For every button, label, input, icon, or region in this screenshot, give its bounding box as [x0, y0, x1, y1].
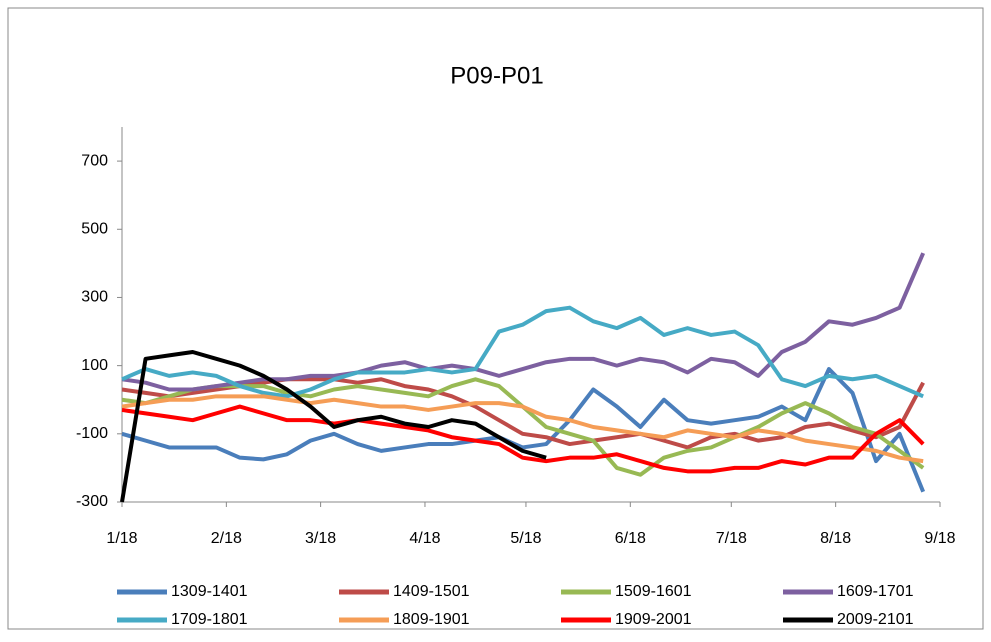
- legend-label: 1709-1801: [171, 611, 248, 628]
- series-line: [121, 305, 924, 399]
- x-tick-label: 8/18: [820, 530, 851, 547]
- y-tick-label: 300: [81, 289, 108, 306]
- series-line: [121, 404, 925, 474]
- chart-title: P09-P01: [450, 62, 543, 89]
- legend-label: 1509-1601: [615, 583, 692, 600]
- y-tick-label: -100: [76, 425, 108, 442]
- legend-label: 1609-1701: [837, 583, 914, 600]
- y-tick-label: -300: [76, 493, 108, 510]
- legend-label: 1309-1401: [171, 583, 248, 600]
- series-line: [121, 252, 926, 392]
- x-tick-label: 9/18: [924, 530, 955, 547]
- x-tick-label: 3/18: [305, 530, 336, 547]
- x-tick-label: 6/18: [615, 530, 646, 547]
- legend-label: 2009-2101: [837, 611, 914, 628]
- legend-label: 1809-1901: [393, 611, 470, 628]
- x-tick-label: 2/18: [211, 530, 242, 547]
- y-tick-label: 500: [81, 220, 108, 237]
- x-tick-label: 1/18: [106, 530, 137, 547]
- series-line: [121, 394, 924, 464]
- y-tick-label: 100: [81, 357, 108, 374]
- legend-label: 1909-2001: [615, 611, 692, 628]
- series-line: [120, 350, 547, 503]
- x-tick-label: 5/18: [510, 530, 541, 547]
- x-tick-label: 4/18: [409, 530, 440, 547]
- chart-border: [7, 7, 984, 630]
- x-tick-label: 7/18: [716, 530, 747, 547]
- legend-label: 1409-1501: [393, 583, 470, 600]
- y-tick-label: 700: [81, 152, 108, 169]
- series-line: [121, 377, 925, 450]
